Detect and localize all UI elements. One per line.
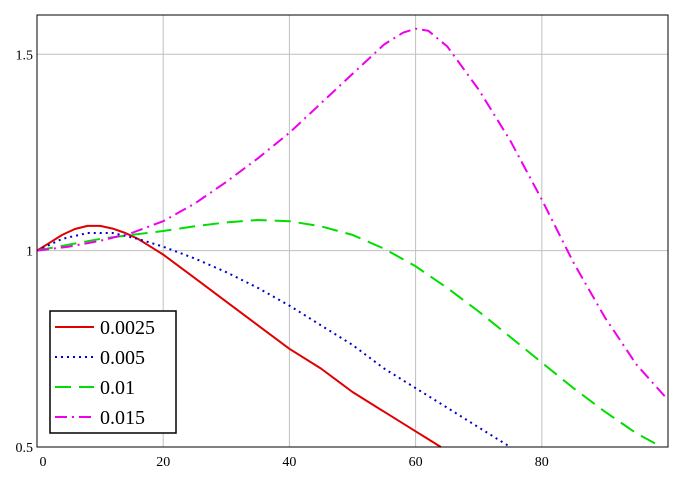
x-tick-label: 0 bbox=[40, 455, 47, 470]
tick-labels: 0 20 40 60 80 0.5 1 1.5 bbox=[16, 48, 549, 470]
x-tick-label: 60 bbox=[409, 455, 423, 470]
series-line-4 bbox=[36, 27, 669, 401]
series-line-1 bbox=[36, 224, 442, 448]
series-lines bbox=[36, 27, 669, 448]
x-tick-label: 20 bbox=[156, 455, 170, 470]
legend-label: 0.005 bbox=[100, 347, 145, 369]
series-line-2 bbox=[36, 232, 511, 448]
y-tick-label: 1 bbox=[26, 245, 33, 260]
legend-label: 0.015 bbox=[100, 407, 145, 429]
legend-label: 0.01 bbox=[100, 377, 135, 399]
x-tick-label: 80 bbox=[535, 455, 549, 470]
y-tick-label: 0.5 bbox=[16, 441, 34, 456]
series-line-3 bbox=[36, 219, 663, 448]
legend-label: 0.0025 bbox=[100, 317, 155, 339]
legend: 0.0025 0.005 0.01 0.015 bbox=[49, 310, 177, 434]
y-tick-label: 1.5 bbox=[16, 48, 34, 63]
legend-box bbox=[49, 310, 177, 434]
plot-frame bbox=[36, 14, 669, 448]
x-tick-label: 40 bbox=[282, 455, 296, 470]
